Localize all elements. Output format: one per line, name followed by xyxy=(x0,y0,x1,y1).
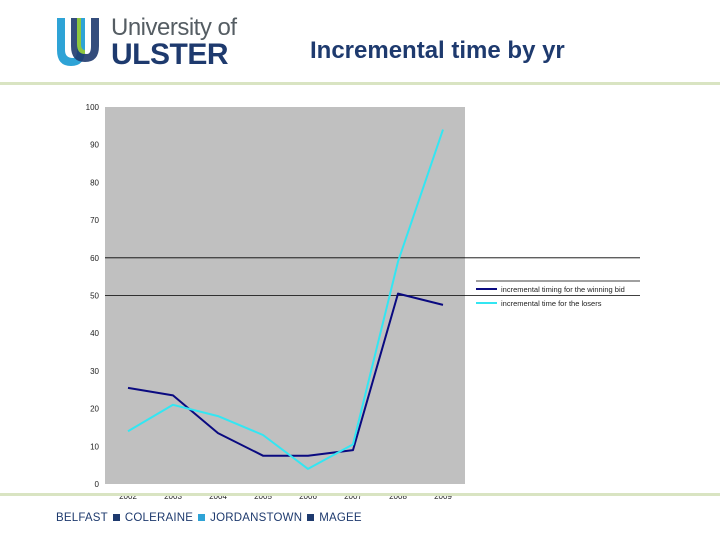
footer-campus-magee: MAGEE xyxy=(319,512,362,524)
y-tick-label: 50 xyxy=(90,292,99,301)
series-lines xyxy=(127,129,444,470)
x-tick-label: 2004 xyxy=(209,492,227,501)
y-tick-label: 30 xyxy=(90,367,99,376)
y-tick-label: 100 xyxy=(86,103,100,112)
footer-divider xyxy=(0,493,720,496)
y-tick-label: 10 xyxy=(90,442,99,451)
y-tick-label: 20 xyxy=(90,405,99,414)
university-logo: University of ULSTER xyxy=(55,14,255,71)
x-tick-label: 2008 xyxy=(389,492,407,501)
y-tick-label: 40 xyxy=(90,329,99,338)
x-tick-label: 2005 xyxy=(254,492,272,501)
x-axis-tick-labels: 2002 2003 2004 2005 2006 2007 2008 2009 xyxy=(119,492,452,501)
series-line-2 xyxy=(127,129,444,470)
y-tick-label: 90 xyxy=(90,141,99,150)
x-tick-label: 2003 xyxy=(164,492,182,501)
square-bullet-icon xyxy=(112,513,120,521)
x-tick-label: 2006 xyxy=(299,492,317,501)
y-tick-label: 80 xyxy=(90,178,99,187)
legend-label: incremental time for the losers xyxy=(501,299,602,308)
square-bullet-icon xyxy=(307,513,315,521)
campus-footer: BELFAST COLERAINE JORDANSTOWN MAGEE xyxy=(56,512,362,524)
logo-text-university-of: University of xyxy=(111,14,237,41)
square-bullet-icon xyxy=(198,513,206,521)
footer-campus-coleraine: COLERAINE xyxy=(124,512,194,524)
page-title: Incremental time by yr xyxy=(310,37,565,64)
gridlines xyxy=(105,257,640,296)
y-axis-tick-labels: 0 10 20 30 40 50 60 70 80 90 100 xyxy=(86,103,100,489)
x-tick-label: 2007 xyxy=(344,492,362,501)
chart-legend: incremental timing for the winning bid in… xyxy=(476,280,640,308)
university-crest-icon xyxy=(57,18,99,66)
legend-label: incremental timing for the winning bid xyxy=(501,285,625,294)
logo-text-ulster: ULSTER xyxy=(111,38,229,71)
x-tick-label: 2009 xyxy=(434,492,452,501)
series-line-1 xyxy=(127,292,444,457)
x-tick-label: 2002 xyxy=(119,492,137,501)
y-tick-label: 0 xyxy=(95,480,100,489)
y-tick-label: 70 xyxy=(90,216,99,225)
footer-campus-belfast: BELFAST xyxy=(56,512,108,524)
footer-campus-jordanstown: JORDANSTOWN xyxy=(210,512,303,524)
header-divider xyxy=(0,82,720,85)
y-tick-label: 60 xyxy=(90,254,99,263)
